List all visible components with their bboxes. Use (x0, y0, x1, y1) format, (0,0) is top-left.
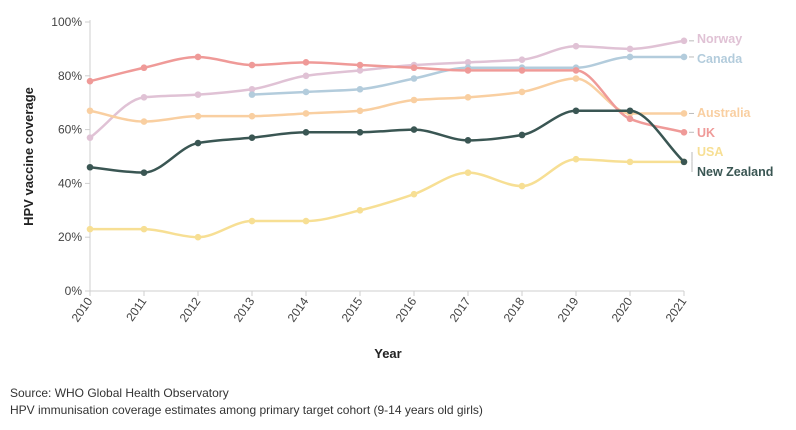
data-point-canada (626, 53, 634, 61)
data-point-norway (464, 59, 472, 66)
data-point-australia (518, 88, 526, 96)
data-point-australia (248, 112, 256, 120)
data-point-norway (680, 37, 688, 45)
data-point-norway (194, 91, 202, 98)
data-point-uk (248, 61, 256, 69)
data-point-usa (194, 233, 202, 241)
data-point-norway (626, 45, 634, 53)
x-tick-label: 2021 (663, 294, 690, 324)
series-label-australia: Australia (697, 106, 752, 120)
y-tick-label: 20% (58, 230, 82, 244)
x-tick-label: 2017 (447, 294, 474, 324)
data-point-australia (464, 94, 472, 101)
data-point-canada (248, 91, 256, 98)
x-tick-label: 2010 (69, 294, 96, 324)
data-point-uk (572, 67, 580, 74)
x-tick-label: 2018 (501, 294, 528, 324)
data-point-norway (356, 67, 364, 74)
data-point-usa (140, 225, 148, 233)
data-point-new-zealand (86, 163, 94, 171)
y-tick-label: 40% (58, 176, 82, 190)
y-tick-label: 0% (65, 284, 83, 298)
series-label-canada: Canada (697, 52, 743, 66)
data-point-norway (140, 94, 148, 101)
data-point-uk (194, 53, 202, 61)
series-line-usa (88, 157, 686, 239)
series-label-new-zealand: New Zealand (697, 165, 773, 179)
x-tick-label: 2019 (555, 294, 582, 324)
x-tick-label: 2012 (177, 294, 204, 324)
data-point-uk (410, 64, 418, 72)
series-line-new-zealand (88, 109, 686, 174)
y-tick-label: 60% (58, 123, 82, 137)
data-point-norway (302, 72, 310, 80)
data-point-uk (356, 61, 364, 69)
data-point-norway (572, 42, 580, 50)
data-point-norway (86, 134, 94, 141)
data-point-usa (572, 155, 580, 163)
data-point-canada (356, 85, 364, 93)
data-point-uk (680, 128, 688, 136)
data-point-australia (140, 118, 148, 125)
y-tick-label: 100% (51, 15, 82, 29)
x-tick-label: 2015 (339, 294, 366, 324)
data-point-canada (680, 53, 688, 61)
data-point-uk (140, 64, 148, 72)
data-point-usa (464, 169, 472, 176)
data-point-new-zealand (626, 107, 634, 115)
data-point-usa (86, 225, 94, 233)
data-point-uk (302, 59, 310, 66)
data-point-new-zealand (356, 128, 364, 136)
data-point-new-zealand (140, 169, 148, 176)
data-point-uk (86, 77, 94, 85)
data-point-usa (248, 217, 256, 225)
data-point-australia (302, 110, 310, 117)
data-point-australia (572, 75, 580, 82)
data-point-uk (626, 115, 634, 123)
data-point-usa (302, 217, 310, 225)
x-tick-label: 2020 (609, 294, 636, 324)
data-point-new-zealand (518, 131, 526, 139)
series-label-usa: USA (697, 145, 723, 159)
data-point-new-zealand (302, 128, 310, 136)
x-tick-label: 2011 (123, 294, 149, 323)
data-point-new-zealand (410, 126, 418, 133)
data-point-canada (410, 75, 418, 82)
data-point-usa (518, 182, 526, 190)
series-line-norway (88, 39, 686, 139)
data-point-new-zealand (572, 107, 580, 115)
data-point-new-zealand (680, 158, 688, 166)
series-label-uk: UK (697, 126, 715, 140)
x-tick-label: 2014 (285, 294, 312, 324)
data-point-new-zealand (464, 137, 472, 144)
series-line-australia (88, 77, 686, 123)
data-point-usa (356, 207, 364, 214)
data-point-norway (518, 56, 526, 63)
data-point-australia (410, 96, 418, 104)
data-point-australia (680, 110, 688, 117)
data-point-norway (248, 85, 256, 93)
data-point-canada (302, 88, 310, 96)
data-point-australia (194, 112, 202, 120)
source-note: Source: WHO Global Health Observatory (10, 386, 229, 400)
data-point-usa (626, 158, 634, 166)
x-tick-label: 2016 (393, 294, 420, 324)
data-point-usa (410, 190, 418, 198)
series-label-norway: Norway (697, 32, 742, 46)
data-point-uk (464, 67, 472, 74)
data-point-new-zealand (194, 139, 202, 147)
description-note: HPV immunisation coverage estimates amon… (10, 403, 483, 417)
data-point-australia (356, 107, 364, 115)
data-point-new-zealand (248, 134, 256, 141)
data-point-australia (86, 107, 94, 115)
line-chart: 0% 20% 40% 60% 80% 100% 2010 2011 2012 2013 2014 20… (21, 15, 773, 361)
y-tick-label: 80% (58, 69, 82, 83)
x-axis-title: Year (374, 346, 401, 361)
data-point-uk (518, 67, 526, 74)
y-axis-title: HPV vaccine coverage (21, 87, 36, 226)
x-tick-label: 2013 (231, 294, 258, 324)
